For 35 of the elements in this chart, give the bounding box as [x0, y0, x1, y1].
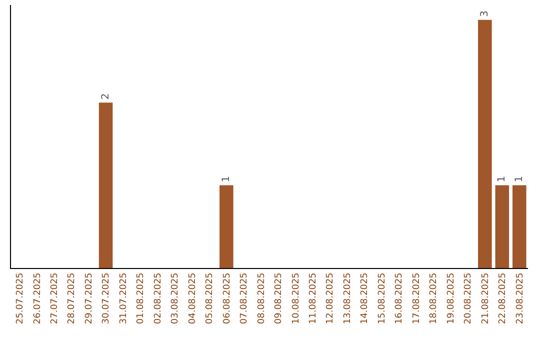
x-tick-label: 10.08.2025	[291, 272, 302, 324]
x-tick-label: 03.08.2025	[170, 272, 181, 324]
x-tick-label: 27.07.2025	[50, 272, 60, 324]
x-tick-label: 12.08.2025	[326, 272, 336, 324]
data-label: 3	[479, 10, 490, 17]
x-tick-label: 02.08.2025	[153, 272, 164, 324]
x-tick-label: 13.08.2025	[342, 272, 353, 324]
x-tick-label: 09.08.2025	[274, 272, 284, 324]
x-tick-label: 01.08.2025	[136, 272, 146, 324]
x-tick-label: 23.08.2025	[515, 272, 526, 324]
x-tick-label: 05.08.2025	[205, 272, 216, 324]
x-tick-label: 18.08.2025	[429, 272, 440, 324]
data-label: 2	[100, 93, 112, 100]
x-tick-label: 29.07.2025	[84, 272, 94, 324]
x-tick-label: 28.07.2025	[67, 272, 78, 324]
data-label: 1	[220, 176, 232, 182]
x-tick-label: 08.08.2025	[256, 272, 267, 324]
x-tick-label: 06.08.2025	[222, 272, 232, 324]
x-tick-label: 26.07.2025	[32, 272, 43, 324]
x-tick-label: 19.08.2025	[446, 272, 456, 324]
x-tick-label: 16.08.2025	[394, 272, 405, 324]
x-tick-label: 21.08.2025	[480, 272, 491, 324]
x-tick-label: 15.08.2025	[377, 272, 388, 324]
x-tick-label: 11.08.2025	[308, 272, 319, 324]
data-label: 1	[496, 176, 508, 182]
x-tick-label: 25.07.2025	[16, 272, 26, 324]
x-tick-label: 14.08.2025	[360, 272, 370, 324]
x-tick-label: 17.08.2025	[412, 272, 422, 324]
x-tick-label: 20.08.2025	[464, 272, 474, 324]
x-tick-label: 31.07.2025	[118, 272, 129, 324]
data-label: 1	[514, 176, 525, 182]
x-tick-label: 07.08.2025	[240, 272, 250, 324]
x-tick-label: 30.07.2025	[102, 272, 112, 324]
x-tick-label: 04.08.2025	[188, 272, 198, 324]
x-tick-label: 22.08.2025	[498, 272, 508, 324]
